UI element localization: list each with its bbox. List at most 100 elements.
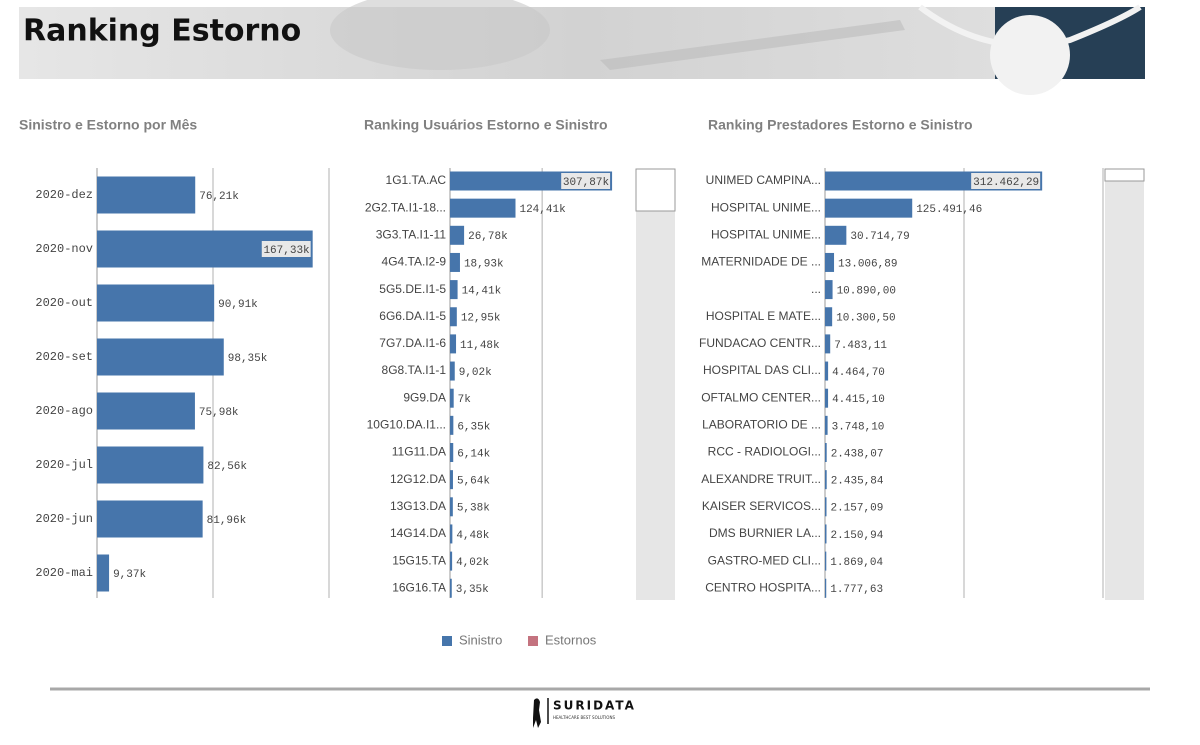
category-label: OFTALMO CENTER... — [701, 390, 821, 404]
value-label: 2.438,07 — [831, 448, 884, 460]
bar — [450, 225, 465, 245]
category-label: HOSPITAL UNIME... — [711, 200, 821, 214]
legend-swatch — [528, 636, 538, 646]
bar — [97, 554, 110, 592]
bar — [825, 334, 831, 354]
legend-label: Sinistro — [459, 632, 502, 647]
category-label: HOSPITAL DAS CLI... — [703, 363, 821, 377]
legend-label: Estornos — [545, 632, 597, 647]
bar — [450, 334, 457, 354]
bar — [825, 252, 835, 272]
category-label: 14G14.DA — [390, 526, 446, 540]
bar — [450, 497, 453, 517]
bar — [825, 443, 827, 462]
bar — [450, 198, 516, 218]
category-label: 2G2.TA.I1-18... — [365, 200, 446, 214]
bar — [825, 524, 827, 544]
category-label: RCC - RADIOLOGI... — [708, 445, 821, 459]
value-label: 82,56k — [207, 461, 247, 473]
bar — [825, 551, 827, 571]
category-label: GASTRO-MED CLI... — [708, 553, 821, 567]
bar — [825, 470, 827, 490]
value-label: 7k — [458, 394, 472, 406]
category-label: 2020-out — [35, 296, 93, 310]
category-label: 1G1.TA.AC — [386, 173, 447, 187]
category-label: CENTRO HOSPITA... — [705, 580, 821, 594]
tagline: HEALTHCARE BEST SOLUTIONS — [553, 715, 615, 720]
value-label: 9,02k — [459, 367, 492, 379]
bar — [825, 307, 833, 327]
value-label: 81,96k — [207, 515, 247, 527]
bar — [825, 361, 829, 381]
bar — [450, 551, 453, 571]
category-label: HOSPITAL UNIME... — [711, 227, 821, 241]
value-label: 4.464,70 — [832, 367, 885, 379]
value-label: 312.462,29 — [973, 177, 1039, 189]
page-title: Ranking Estorno — [23, 14, 301, 49]
bar — [97, 284, 215, 322]
scrollbar-thumb — [1104, 168, 1145, 182]
footer-logo: SURIDATA HEALTHCARE BEST SOLUTIONS — [533, 698, 636, 728]
bar — [450, 280, 458, 300]
value-label: 90,91k — [218, 299, 258, 311]
category-label: 2020-mai — [35, 566, 93, 580]
value-label-bg — [971, 173, 1041, 189]
bar — [450, 361, 455, 381]
category-label: 5G5.DE.I1-5 — [379, 282, 446, 296]
category-label: 2020-jun — [35, 512, 93, 526]
bar — [97, 338, 224, 376]
category-label: UNIMED CAMPINA... — [706, 173, 821, 187]
value-label: 98,35k — [228, 353, 268, 365]
category-label: 16G16.TA — [392, 580, 446, 594]
banner — [19, 0, 1145, 95]
value-label: 12,95k — [461, 313, 501, 325]
value-label: 4,48k — [456, 530, 489, 542]
bar — [825, 198, 913, 218]
bar — [450, 388, 454, 408]
value-label: 1.869,04 — [830, 557, 883, 569]
bar — [450, 524, 453, 544]
category-label: 3G3.TA.I1-11 — [376, 227, 447, 241]
value-label: 3.748,10 — [832, 421, 885, 433]
value-label: 167,33k — [263, 245, 310, 257]
bar — [825, 578, 827, 598]
value-label: 10.890,00 — [837, 286, 896, 298]
bar — [97, 392, 195, 430]
chart-title: Ranking Prestadores Estorno e Sinistro — [708, 117, 973, 133]
category-label: ... — [811, 282, 821, 296]
bar — [450, 470, 453, 490]
bar — [825, 280, 833, 300]
category-label: MATERNIDADE DE ... — [701, 255, 821, 269]
category-label: 11G11.DA — [392, 445, 446, 459]
scrollbar-track — [636, 169, 675, 600]
value-label: 11,48k — [460, 340, 500, 352]
value-label: 125.491,46 — [916, 204, 982, 216]
category-label: 2020-dez — [35, 188, 93, 202]
category-label: 7G7.DA.I1-6 — [379, 336, 446, 350]
category-label: 13G13.DA — [390, 499, 446, 513]
category-label: 2020-ago — [35, 404, 93, 418]
value-label-bg — [561, 173, 611, 189]
value-label: 76,21k — [199, 191, 239, 203]
bar — [97, 446, 204, 484]
bar — [825, 415, 828, 435]
chart-title: Sinistro e Estorno por Mês — [19, 117, 197, 133]
value-label: 6,14k — [457, 448, 490, 460]
bar — [450, 307, 457, 327]
category-label: 9G9.DA — [403, 390, 446, 404]
value-label: 6,35k — [457, 421, 490, 433]
category-label: 8G8.TA.I1-1 — [382, 363, 447, 377]
bar — [97, 500, 203, 538]
value-label: 2.435,84 — [831, 476, 884, 488]
category-label: 10G10.DA.I1... — [367, 418, 446, 432]
brand: SURIDATA — [553, 699, 636, 713]
value-label-bg — [261, 241, 311, 257]
category-label: 2020-nov — [35, 242, 93, 256]
bar — [825, 388, 829, 408]
value-label: 4,02k — [456, 557, 489, 569]
scrollbar-track — [1105, 169, 1144, 600]
value-label: 9,37k — [113, 569, 146, 581]
category-label: 4G4.TA.I2-9 — [382, 255, 447, 269]
chart-title: Ranking Usuários Estorno e Sinistro — [364, 117, 608, 133]
